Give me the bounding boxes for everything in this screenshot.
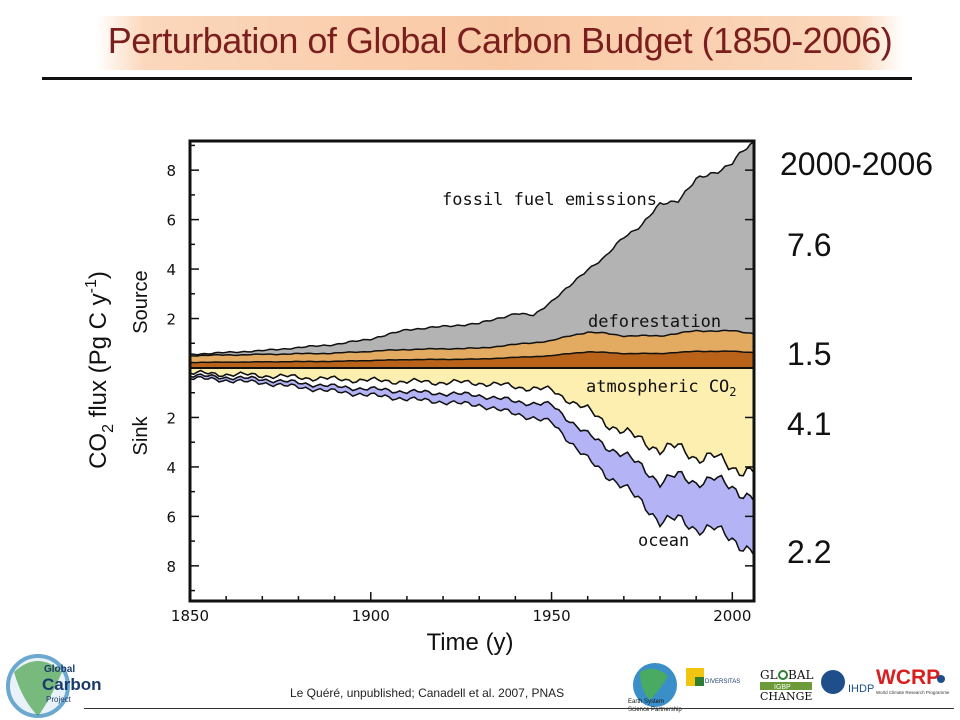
global-change-text-3: IGBP bbox=[774, 684, 791, 691]
x-tick-label: 1900 bbox=[352, 607, 390, 625]
title-rule bbox=[42, 77, 912, 80]
gcp-text-3: Project bbox=[46, 695, 72, 704]
diversitas-text: DIVERSITAS bbox=[705, 679, 740, 685]
chart-ticks: 1850 1900 1950 2000 2 4 6 8 2 4 6 8 bbox=[166, 144, 754, 625]
label-atmospheric: atmospheric CO2 bbox=[586, 377, 737, 399]
x-axis-title: Time (y) bbox=[426, 629, 513, 656]
period-value-deforestation: 1.5 bbox=[787, 336, 831, 372]
y-tick-label-sink: 8 bbox=[166, 558, 176, 576]
x-tick-label: 1950 bbox=[532, 607, 570, 625]
global-change-text-2: BAL bbox=[788, 668, 813, 682]
gcp-text-2: Carbon bbox=[42, 675, 102, 694]
y-tick-label-sink: 6 bbox=[166, 508, 176, 526]
global-change-text-4: CHANGE bbox=[760, 690, 812, 703]
y-axis-title: CO2 flux (Pg C y-1) bbox=[83, 271, 117, 469]
gcp-logo: Global Carbon Project bbox=[6, 654, 102, 718]
period-value-ocean: 2.2 bbox=[787, 534, 831, 570]
essp-text-2: Science Partnership bbox=[628, 707, 682, 713]
citation: Le Quéré, unpublished; Canadell et al. 2… bbox=[290, 686, 565, 700]
x-tick-label: 1850 bbox=[171, 607, 209, 625]
essp-text-1: Earth System bbox=[628, 699, 664, 705]
wcrp-dot-icon bbox=[937, 675, 945, 683]
global-change-text-1: GL bbox=[760, 668, 778, 682]
gcp-leaf-icon bbox=[14, 661, 62, 716]
footer-rule bbox=[84, 708, 954, 709]
y-tick-label-source: 8 bbox=[166, 162, 176, 180]
svg-text:CO2 flux (Pg C y-1): CO2 flux (Pg C y-1) bbox=[83, 271, 117, 469]
period-value-atmospheric: 4.1 bbox=[787, 406, 831, 442]
period-value-fossil: 7.6 bbox=[787, 227, 831, 263]
period-label: 2000-2006 bbox=[780, 146, 933, 182]
wcrp-text: WCRP bbox=[876, 666, 940, 689]
wcrp-sub-text: World Climate Research Programme bbox=[876, 690, 950, 695]
page-title: Perturbation of Global Carbon Budget (18… bbox=[107, 20, 893, 61]
x-tick-label: 2000 bbox=[713, 607, 751, 625]
y-tick-label-sink: 4 bbox=[166, 459, 176, 477]
label-ocean: ocean bbox=[638, 531, 689, 551]
partner-logos: Earth System Science Partnership DIVERSI… bbox=[628, 663, 950, 713]
gcp-text-1: Global bbox=[44, 664, 75, 675]
global-change-o-icon bbox=[778, 670, 788, 680]
title-band bbox=[96, 16, 904, 70]
source-label: Source bbox=[130, 270, 152, 333]
y-tick-label-source: 4 bbox=[166, 261, 176, 279]
label-fossil: fossil fuel emissions bbox=[442, 190, 657, 210]
plot-frame bbox=[188, 139, 756, 603]
ihdp-text: IHDP bbox=[848, 683, 874, 695]
y-tick-label-sink: 2 bbox=[166, 409, 176, 427]
y-tick-label-source: 2 bbox=[166, 311, 176, 329]
sink-label: Sink bbox=[130, 416, 152, 456]
label-deforestation: deforestation bbox=[588, 312, 721, 332]
y-tick-label-source: 6 bbox=[166, 212, 176, 230]
ihdp-globe-icon bbox=[821, 670, 845, 694]
